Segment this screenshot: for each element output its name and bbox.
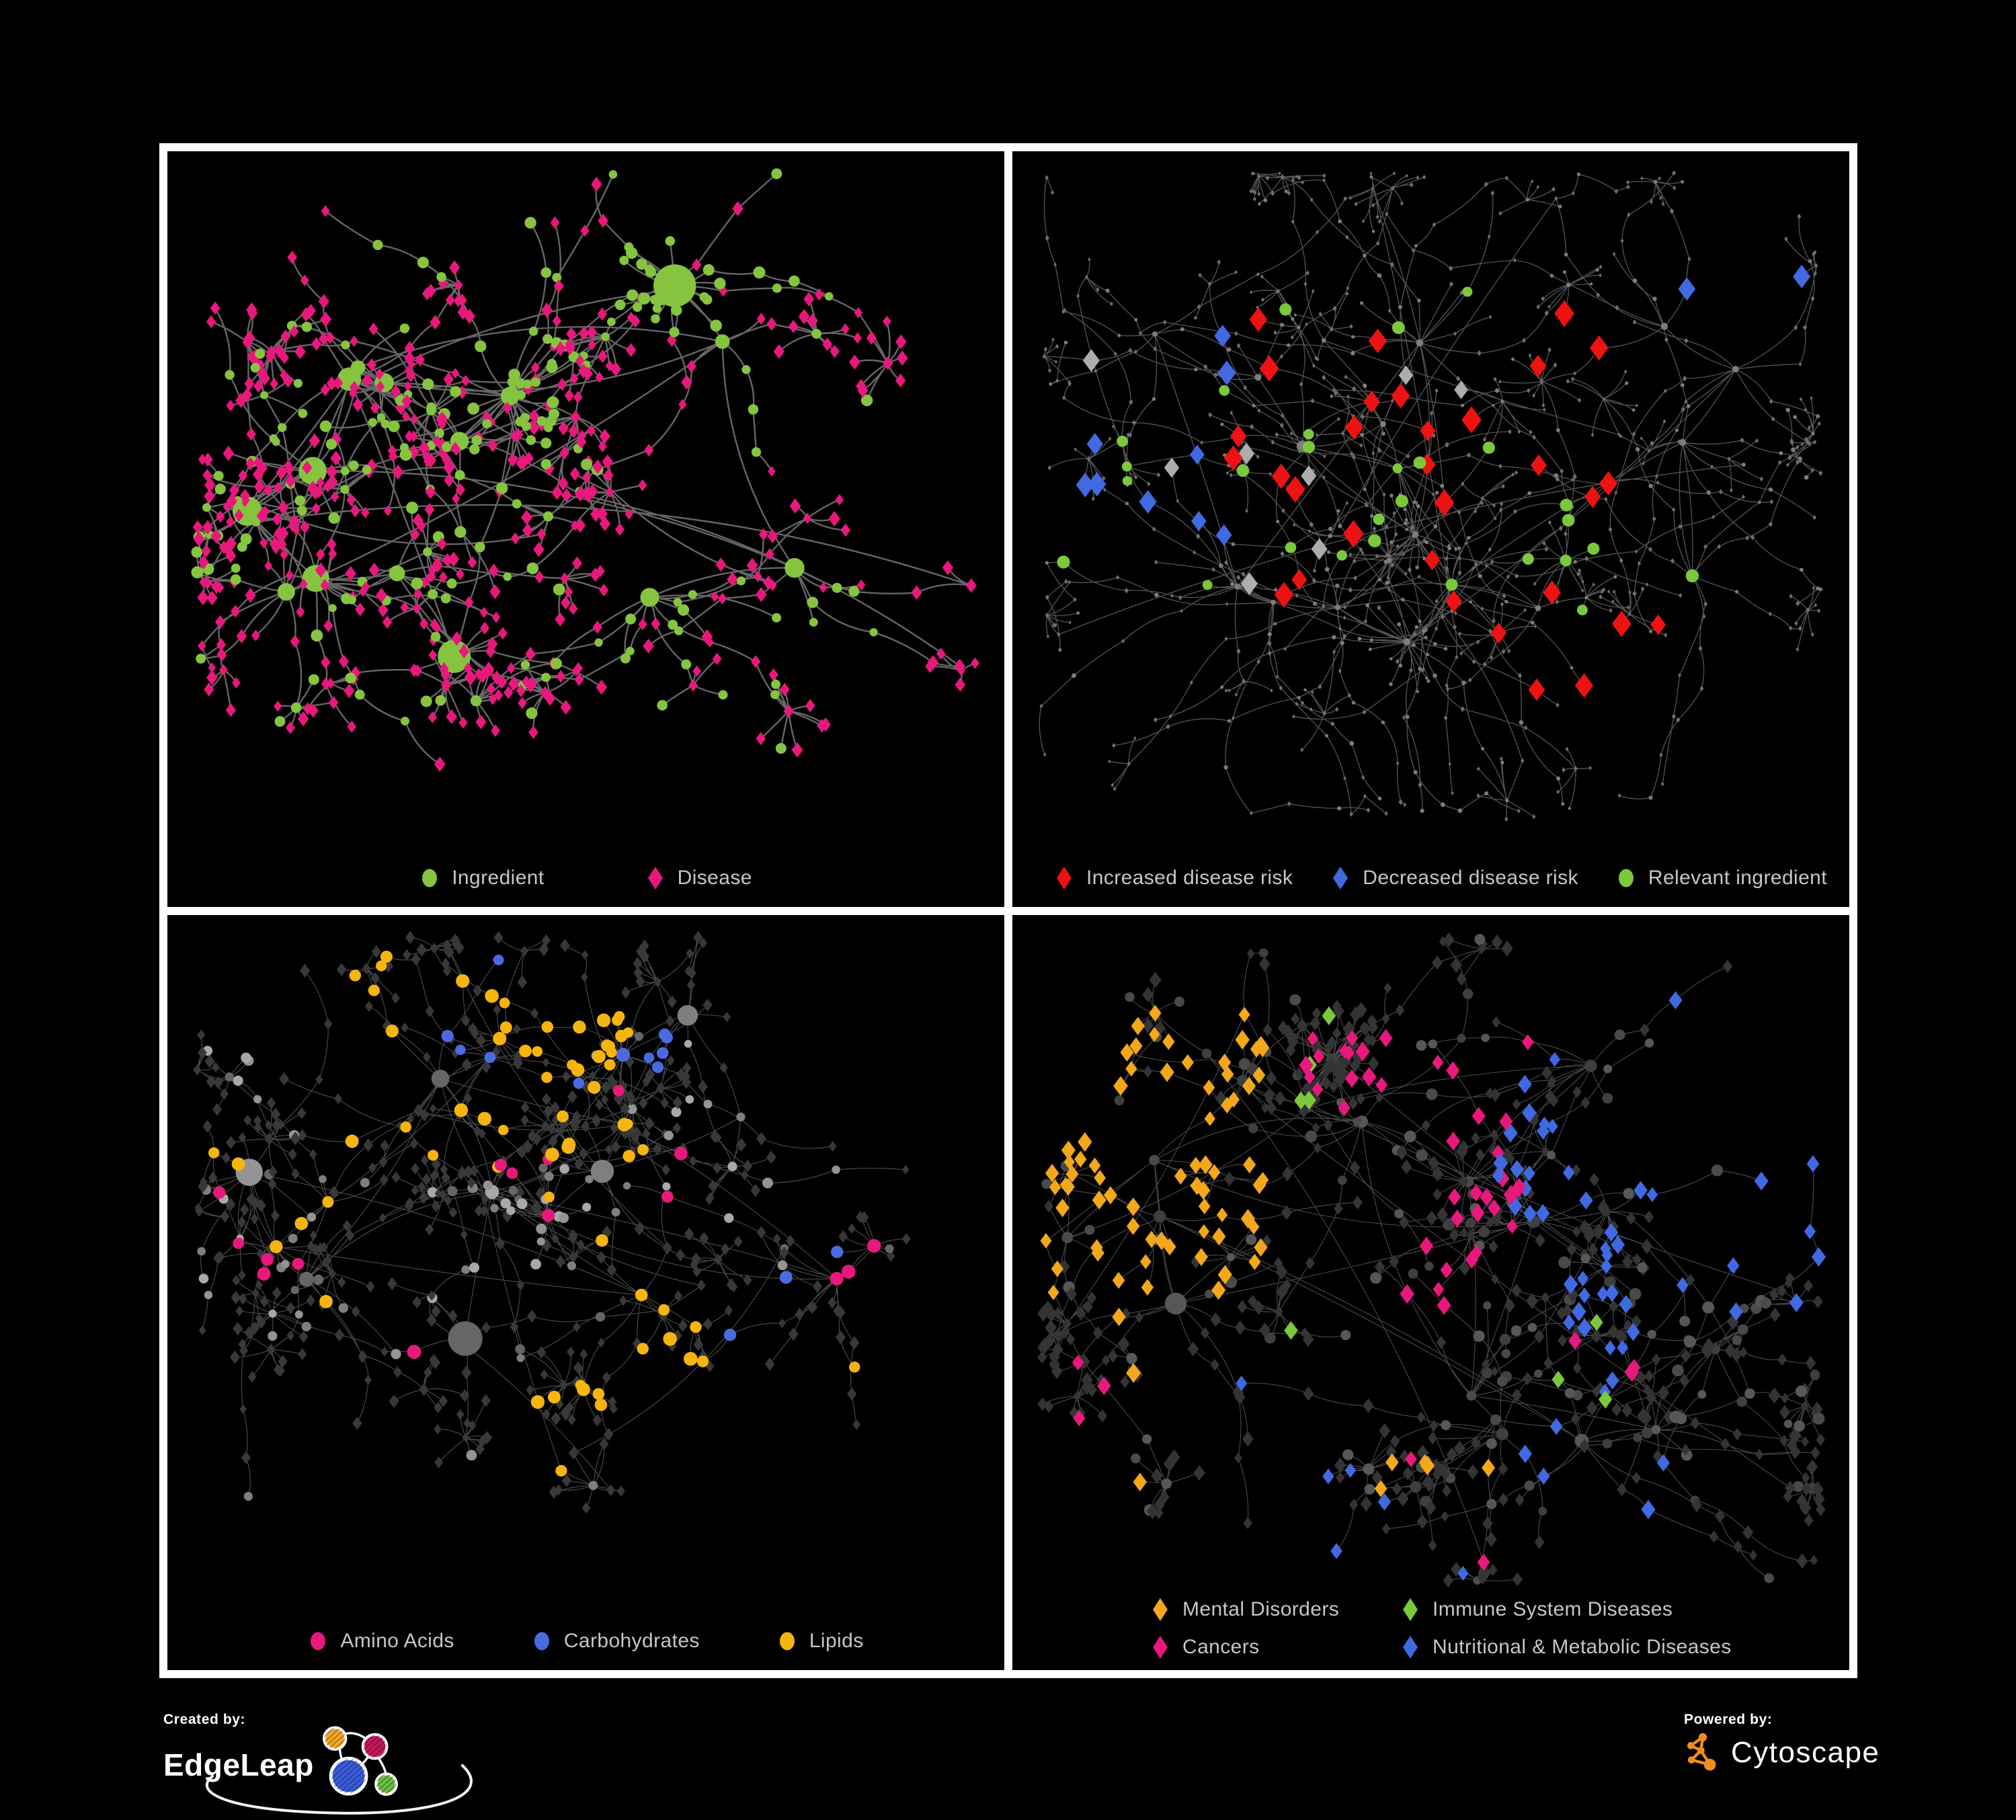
edgeleap-branding: Created by: EdgeLeap bbox=[163, 1712, 540, 1819]
legend-ingredient-classes: Amino Acids Carbohydrates Lipids bbox=[167, 1628, 1004, 1654]
edgeleap-wordmark: EdgeLeap bbox=[163, 1747, 314, 1782]
legend-label-lipids: Lipids bbox=[809, 1630, 864, 1652]
legend-item-disease: Disease bbox=[645, 865, 752, 891]
legend-label-decreased-risk: Decreased disease risk bbox=[1363, 866, 1578, 889]
lipids-swatch-icon bbox=[777, 1628, 797, 1654]
immune-diseases-swatch-icon bbox=[1400, 1597, 1420, 1622]
legend-label-disease: Disease bbox=[677, 866, 752, 889]
legend-item-carbohydrates: Carbohydrates bbox=[532, 1628, 700, 1654]
cytoscape-logo-nodes bbox=[1687, 1733, 1716, 1771]
carbohydrates-swatch-icon bbox=[532, 1628, 552, 1654]
edgeleap-logo-nodes bbox=[322, 1726, 398, 1796]
mental-disorders-swatch-icon bbox=[1150, 1597, 1170, 1622]
legend-label-carbohydrates: Carbohydrates bbox=[563, 1630, 700, 1652]
increased-risk-swatch-icon bbox=[1054, 865, 1074, 891]
legend-item-relevant-ingredient: Relevant ingredient bbox=[1616, 865, 1827, 891]
legend-disease-classes: Mental Disorders Cancers Immune System D… bbox=[1012, 1591, 1849, 1666]
network-graph-ingredient-classes bbox=[193, 931, 911, 1513]
legend-label-relevant-ingredient: Relevant ingredient bbox=[1648, 866, 1827, 889]
legend-label-cancers: Cancers bbox=[1182, 1636, 1260, 1658]
figure-grid: Ingredient Disease Increased disease ris… bbox=[159, 143, 1857, 1678]
disease-swatch-icon bbox=[645, 865, 666, 891]
panel-ingredient-classes: Amino Acids Carbohydrates Lipids bbox=[167, 914, 1004, 1670]
legend-label-amino-acids: Amino Acids bbox=[340, 1630, 454, 1652]
created-by-label: Created by: bbox=[163, 1712, 246, 1727]
nutritional-diseases-swatch-icon bbox=[1400, 1634, 1420, 1660]
cytoscape-logo-icon bbox=[1687, 1733, 1716, 1771]
legend-label-mental-disorders: Mental Disorders bbox=[1182, 1598, 1340, 1620]
cytoscape-wordmark: Cytoscape bbox=[1731, 1736, 1880, 1769]
legend-item-amino-acids: Amino Acids bbox=[308, 1628, 454, 1654]
panel-disease-risk: Increased disease risk Decreased disease… bbox=[1012, 151, 1849, 907]
legend-label-nutritional-diseases: Nutritional & Metabolic Diseases bbox=[1433, 1636, 1732, 1658]
legend-label-increased-risk: Increased disease risk bbox=[1086, 866, 1293, 889]
legend-item-mental-disorders: Mental Disorders bbox=[1150, 1597, 1400, 1622]
legend-item-ingredient: Ingredient bbox=[419, 865, 544, 891]
legend-label-immune-diseases: Immune System Diseases bbox=[1433, 1598, 1673, 1620]
legend-label-ingredient: Ingredient bbox=[452, 866, 545, 889]
legend-item-decreased-risk: Decreased disease risk bbox=[1330, 865, 1578, 891]
cytoscape-branding: Powered by: Cytoscape bbox=[1684, 1712, 1880, 1774]
amino-acids-swatch-icon bbox=[308, 1628, 328, 1654]
legend-item-increased-risk: Increased disease risk bbox=[1054, 865, 1293, 891]
network-graph-ingredient-disease bbox=[191, 168, 979, 773]
legend-item-cancers: Cancers bbox=[1150, 1634, 1400, 1660]
decreased-risk-swatch-icon bbox=[1330, 865, 1350, 891]
relevant-ingredient-swatch-icon bbox=[1616, 865, 1636, 891]
edgeleap-logo-icon bbox=[322, 1726, 398, 1796]
powered-by-label: Powered by: bbox=[1684, 1712, 1773, 1727]
legend-disease-risk: Increased disease risk Decreased disease… bbox=[1012, 865, 1849, 891]
ingredient-swatch-icon bbox=[419, 865, 440, 891]
panel-ingredient-disease: Ingredient Disease bbox=[167, 151, 1004, 907]
legend-item-nutritional-diseases: Nutritional & Metabolic Diseases bbox=[1400, 1634, 1731, 1660]
network-graph-disease-risk bbox=[1039, 170, 1823, 822]
legend-item-immune-diseases: Immune System Diseases bbox=[1400, 1597, 1672, 1622]
legend-item-lipids: Lipids bbox=[777, 1628, 864, 1654]
cancers-swatch-icon bbox=[1150, 1634, 1170, 1660]
network-graph-disease-classes bbox=[1037, 932, 1826, 1587]
legend-ingredient-disease: Ingredient Disease bbox=[167, 865, 1004, 891]
panel-disease-classes: Mental Disorders Cancers Immune System D… bbox=[1012, 914, 1849, 1670]
